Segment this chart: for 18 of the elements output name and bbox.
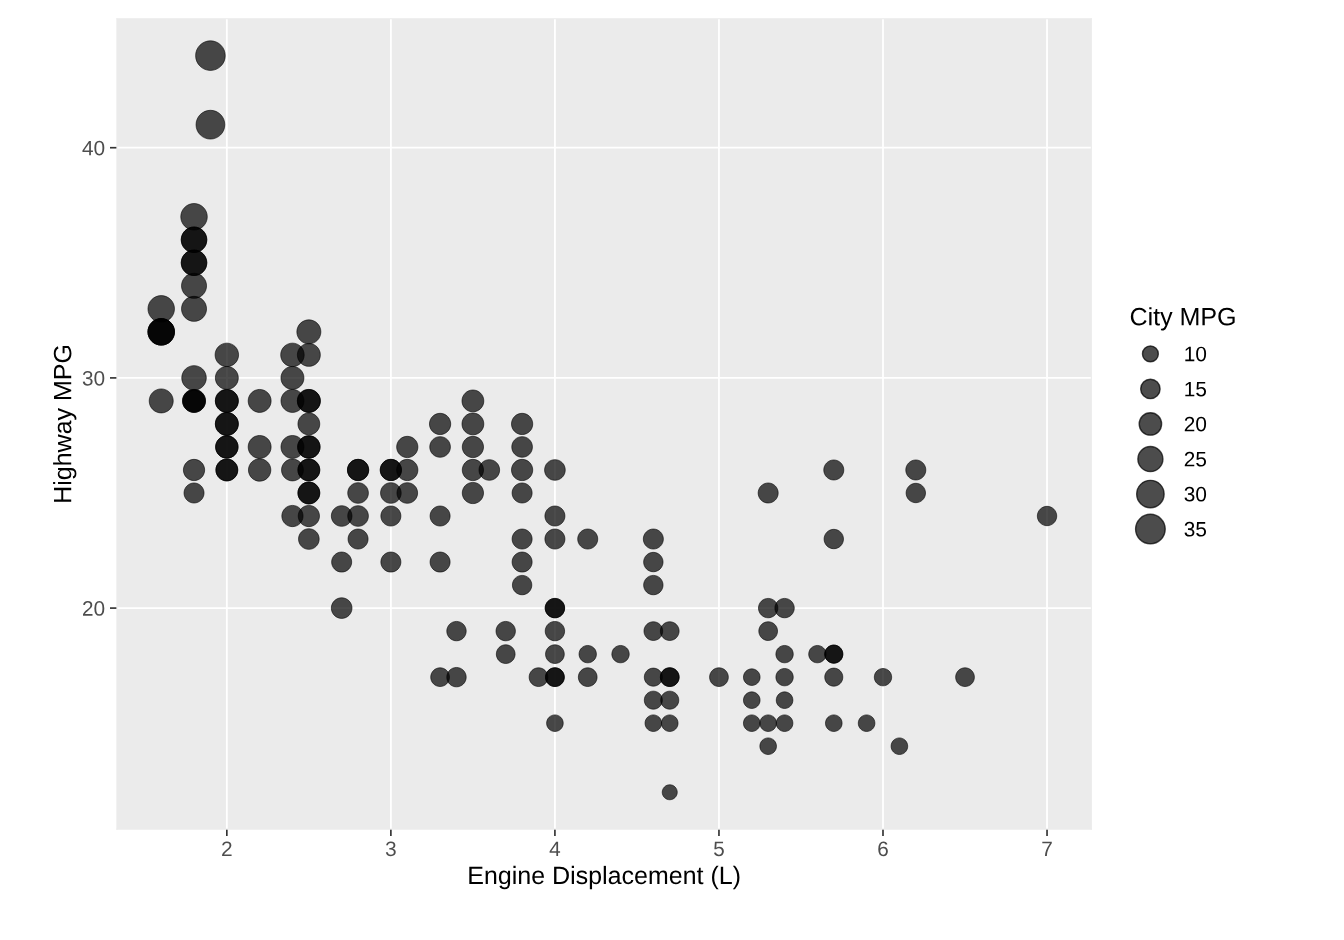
x-tick-label: 6 bbox=[878, 841, 888, 857]
legend-label: 30 bbox=[1184, 486, 1207, 502]
legend-label: 25 bbox=[1184, 451, 1207, 467]
x-tick-label: 3 bbox=[385, 841, 396, 857]
legend-title: City MPG bbox=[1130, 307, 1235, 331]
y-axis-title: Highway MPG bbox=[53, 345, 77, 502]
legend-label: 15 bbox=[1185, 381, 1207, 397]
legend-label: 10 bbox=[1185, 346, 1207, 362]
legend-label: 35 bbox=[1184, 521, 1207, 537]
x-tick-label: 7 bbox=[1042, 841, 1052, 856]
y-tick-label: 30 bbox=[82, 370, 105, 386]
x-tick-label: 2 bbox=[222, 841, 232, 856]
legend-label: 20 bbox=[1184, 416, 1207, 432]
y-tick-label: 40 bbox=[82, 140, 105, 156]
x-tick-label: 4 bbox=[549, 841, 561, 856]
y-tick-label: 20 bbox=[83, 601, 105, 616]
x-tick-label: 5 bbox=[714, 841, 724, 857]
x-axis-title: Engine Displacement (L) bbox=[469, 865, 740, 890]
